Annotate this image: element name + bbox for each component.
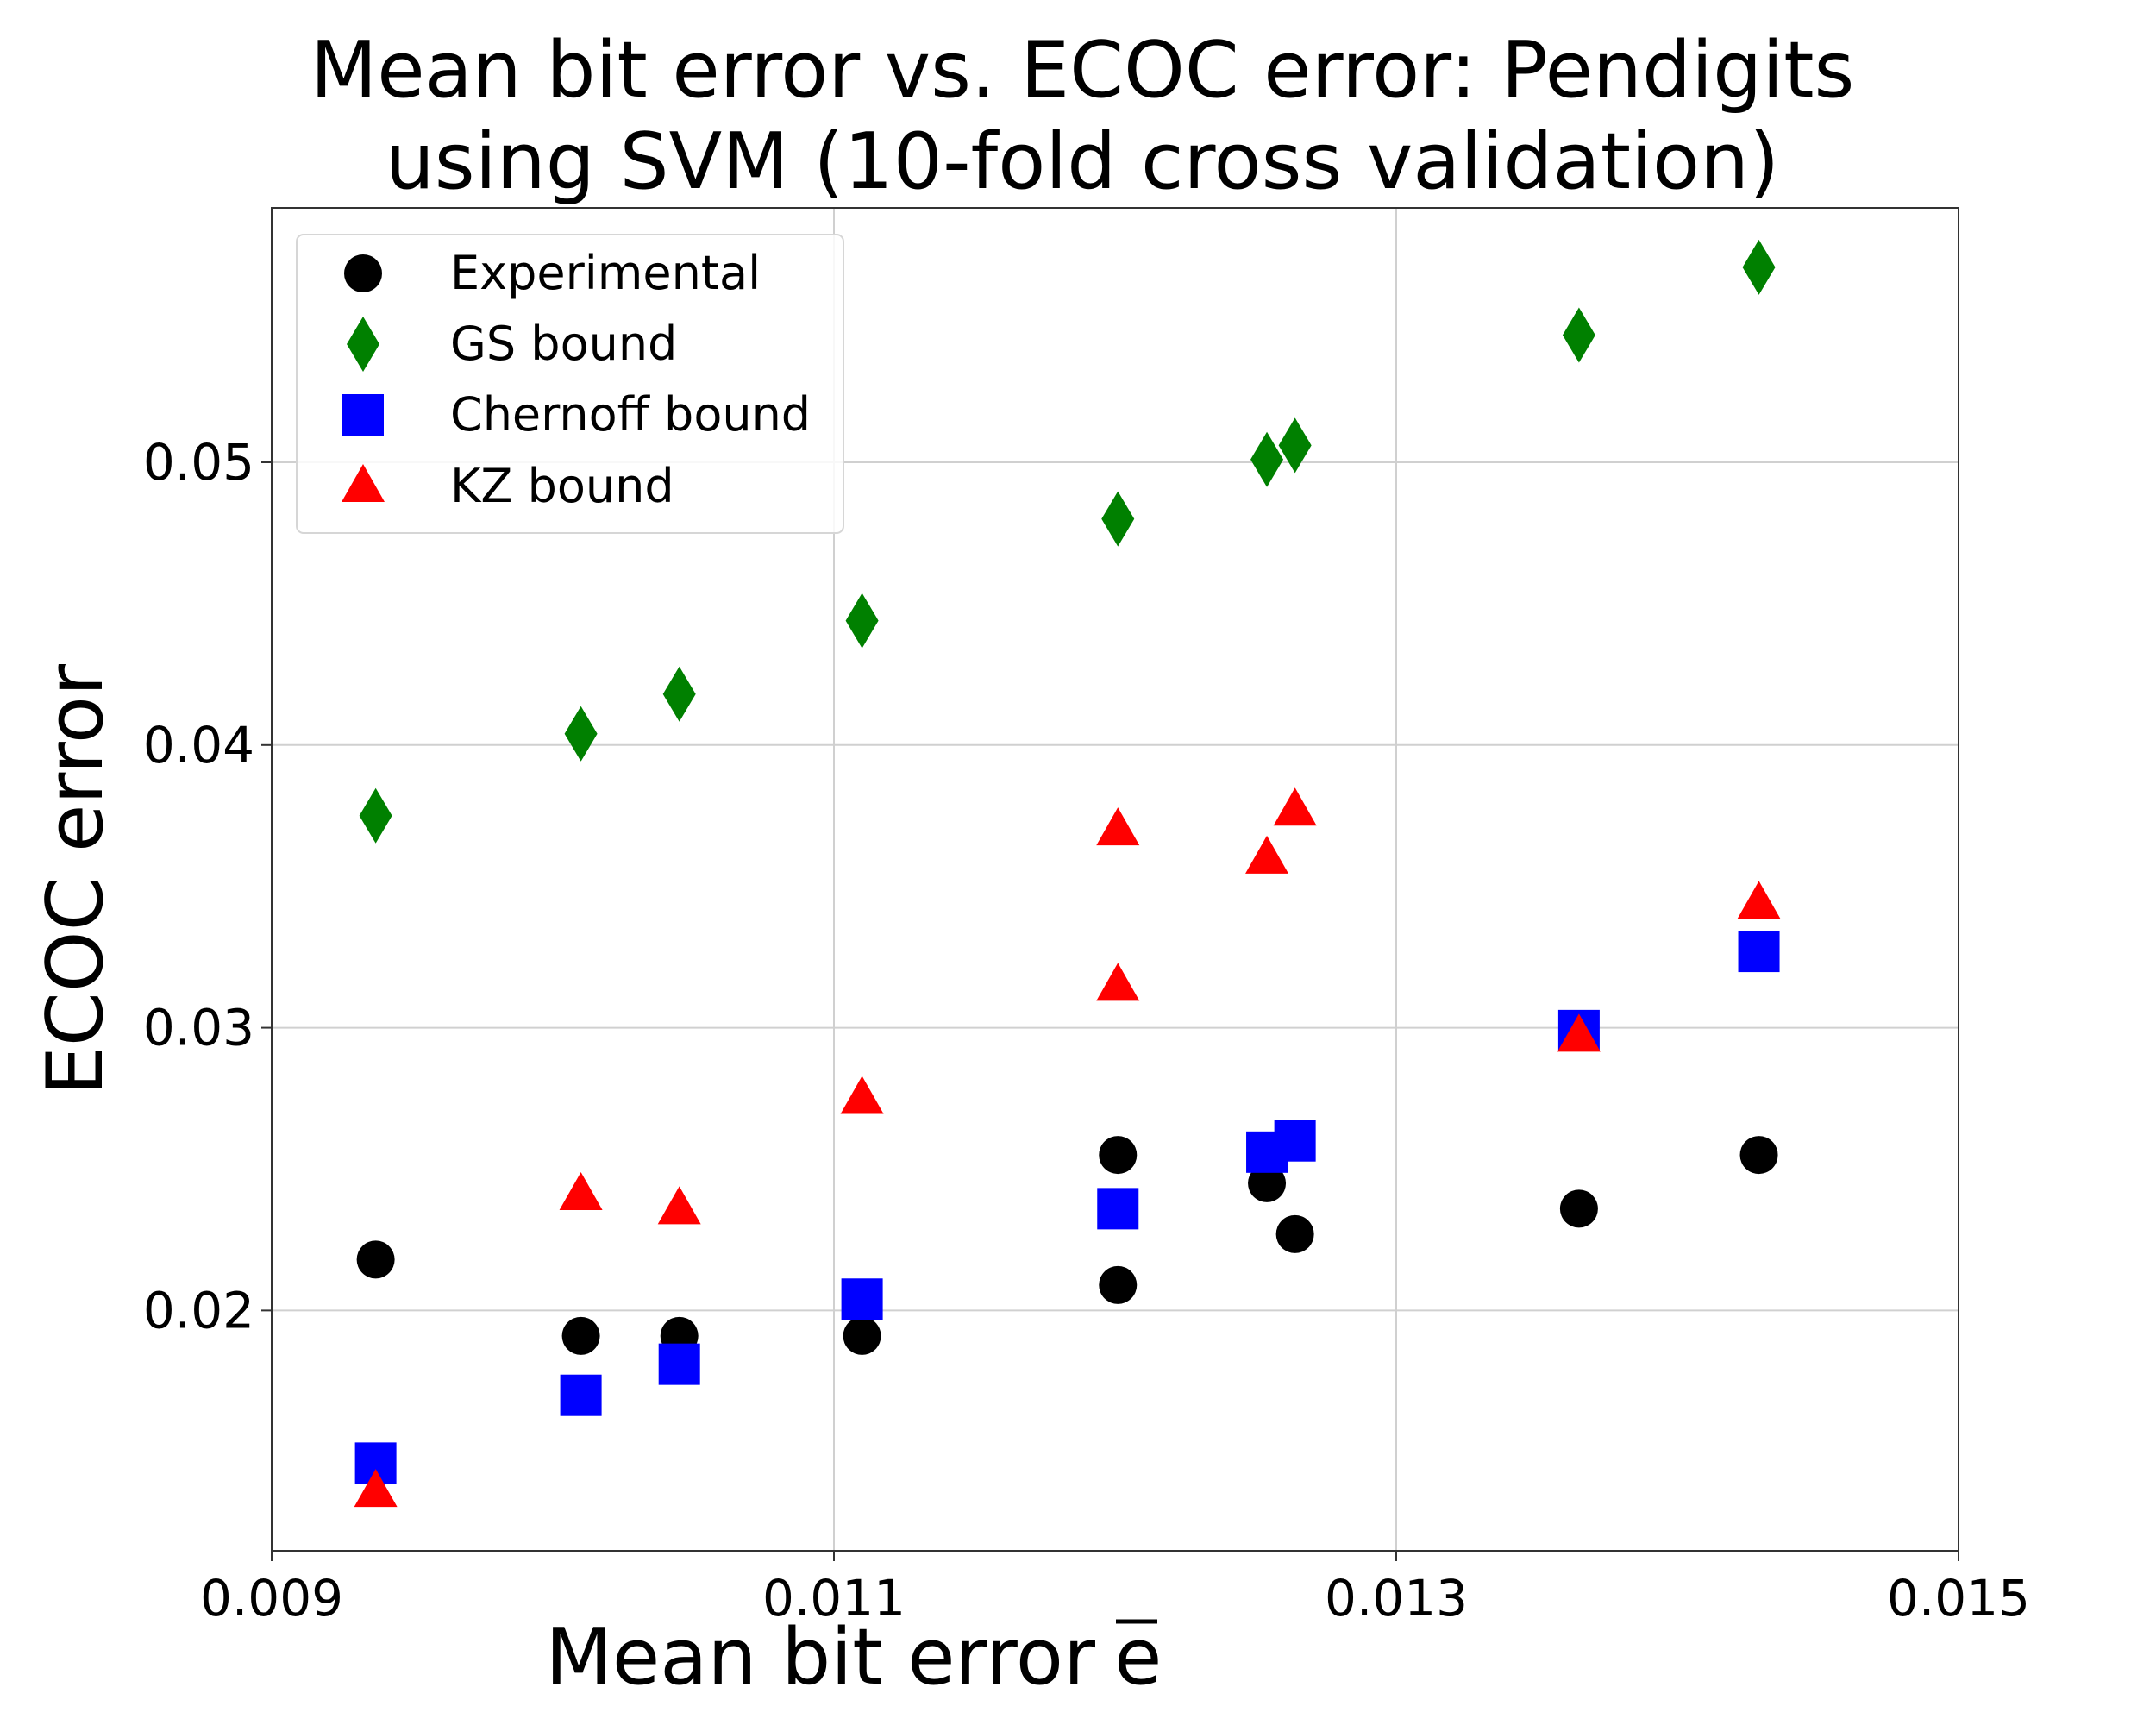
data-points — [354, 239, 1781, 1508]
series-circle — [356, 1136, 1778, 1355]
y-tick-label: 0.03 — [143, 999, 254, 1057]
legend-item-label: KZ bound — [450, 459, 674, 513]
kz-bound-point — [657, 1186, 701, 1225]
chernoff-bound-point — [1274, 1120, 1316, 1162]
kz-bound-point — [840, 1076, 884, 1114]
legend: Experimental GS bound Chernoff bound KZ bou… — [296, 234, 844, 534]
kz-bound-point — [1737, 881, 1781, 919]
legend-marker-triangle — [342, 464, 385, 502]
experimental-point — [1099, 1265, 1138, 1304]
kz-bound-point — [1096, 963, 1140, 1001]
kz-bound-point — [1096, 807, 1140, 846]
chernoff-bound-point — [560, 1374, 602, 1416]
gs-bound-point — [564, 706, 598, 762]
x-tick-label: 0.009 — [200, 1569, 343, 1628]
legend-marker-square — [342, 394, 384, 436]
y-tick-label: 0.05 — [143, 433, 254, 492]
chernoff-bound-point — [841, 1278, 883, 1320]
experimental-point — [561, 1316, 600, 1355]
experimental-point — [1099, 1136, 1138, 1175]
y-tick-label: 0.02 — [143, 1281, 254, 1339]
legend-item-label: Chernoff bound — [450, 387, 811, 442]
chernoff-bound-point — [1738, 931, 1780, 973]
legend-marker-diamond — [347, 317, 379, 372]
series-triangle — [354, 787, 1781, 1508]
kz-bound-point — [1245, 835, 1289, 874]
gs-bound-point — [662, 666, 696, 722]
chart-title: Mean bit error vs. ECOC error: Pendigits… — [310, 25, 1855, 207]
kz-bound-point — [1273, 787, 1317, 826]
experimental-point — [1275, 1214, 1314, 1253]
gs-bound-point — [1101, 491, 1135, 547]
chernoff-bound-point — [658, 1343, 700, 1385]
legend-item: Experimental — [344, 246, 761, 300]
experimental-point — [1248, 1164, 1287, 1202]
y-tick-label: 0.04 — [143, 716, 254, 775]
legend-item-label: GS bound — [450, 317, 677, 371]
chernoff-bound-point — [1097, 1188, 1139, 1230]
chart-title-line-2: using SVM (10-fold cross validation) — [385, 116, 1779, 207]
plot-frame — [271, 207, 1959, 1552]
y-axis-label: ECOC error — [30, 664, 121, 1095]
gs-bound-point — [1742, 239, 1776, 295]
legend-item: Chernoff bound — [342, 387, 811, 442]
series-square — [354, 931, 1780, 1484]
axis-ticks: 0.009 0.011 0.013 0.015 0.02 0.03 0.04 0.05 — [143, 433, 2030, 1628]
legend-item: GS bound — [347, 317, 677, 372]
x-tick-label: 0.013 — [1325, 1569, 1468, 1628]
gs-bound-point — [845, 593, 879, 649]
experimental-point — [356, 1240, 395, 1279]
legend-box — [296, 234, 844, 534]
x-tick-label: 0.015 — [1887, 1569, 2030, 1628]
gs-bound-point — [1278, 417, 1312, 474]
legend-item: KZ bound — [342, 459, 674, 513]
gs-bound-point — [1562, 307, 1595, 363]
experimental-point — [1559, 1189, 1598, 1228]
x-axis-label-symbol: e — [1114, 1612, 1162, 1703]
experimental-point — [843, 1316, 881, 1355]
legend-marker-circle — [344, 254, 382, 292]
x-tick-label: 0.011 — [762, 1569, 906, 1628]
kz-bound-point — [559, 1171, 603, 1210]
kz-bound-point — [354, 1469, 398, 1508]
kz-bound-point — [1557, 1013, 1601, 1052]
legend-item-label: Experimental — [450, 246, 761, 300]
chart-title-line-1: Mean bit error vs. ECOC error: Pendigits — [310, 25, 1855, 116]
gs-bound-point — [359, 787, 392, 844]
gs-bound-point — [1250, 431, 1284, 487]
series-diamond — [359, 239, 1776, 844]
experimental-point — [1739, 1136, 1778, 1175]
x-axis-label: Mean bit error e — [545, 1612, 1162, 1703]
x-axis-label-text: Mean bit error — [545, 1612, 1095, 1703]
